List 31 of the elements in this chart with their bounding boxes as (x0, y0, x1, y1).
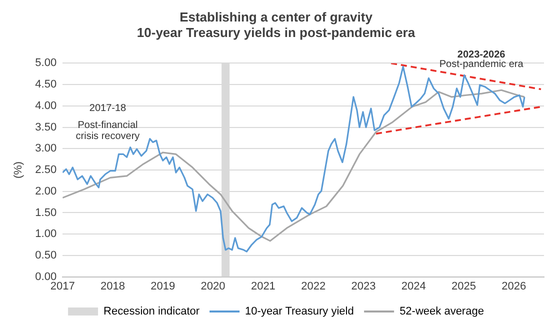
y-tick-label: 4.50 (35, 78, 57, 91)
x-tick-label: 2017 (50, 280, 75, 292)
y-tick-label: 5.00 (35, 57, 57, 70)
y-tick-label: 3.50 (35, 121, 57, 134)
x-tick-label: 2022 (301, 280, 326, 292)
y-axis-title: (%) (12, 161, 25, 179)
legend-label: 52-week average (400, 306, 484, 318)
x-tick-label: 2023 (351, 280, 376, 292)
legend-label: 10-year Treasury yield (245, 306, 354, 318)
legend-label: Recession indicator (104, 306, 200, 318)
y-tick-label: 2.00 (35, 185, 57, 198)
y-tick-label: 3.00 (35, 142, 57, 155)
y-tick-label: 1.00 (35, 228, 57, 240)
annotation: 2017-18 (89, 102, 127, 114)
y-tick-label: 0.50 (35, 249, 57, 262)
y-tick-label: 4.00 (35, 100, 57, 112)
annotation: Post-pandemic era (439, 58, 524, 70)
x-tick-label: 2019 (150, 280, 176, 292)
x-tick-label: 2018 (100, 280, 125, 292)
x-tick-label: 2024 (401, 280, 426, 292)
x-tick-label: 2025 (452, 280, 476, 292)
y-tick-label: 2.50 (35, 164, 57, 176)
chart-title: Establishing a center of gravity (180, 9, 374, 24)
chart-subtitle: 10-year Treasury yields in post-pandemic era (136, 24, 416, 40)
x-tick-label: 2026 (502, 280, 526, 292)
y-tick-label: 0.00 (35, 270, 57, 283)
x-tick-label: 2021 (250, 280, 276, 292)
y-tick-label: 1.50 (35, 206, 57, 219)
text: 2023-2026 (457, 49, 506, 60)
annotation: Post-financial crisis recovery (76, 120, 140, 142)
x-tick-label: 2020 (200, 280, 226, 292)
